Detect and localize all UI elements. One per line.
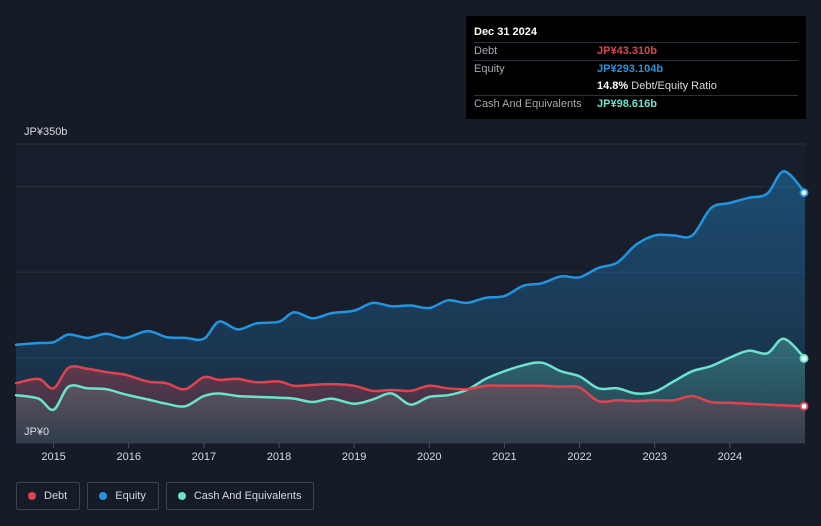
tooltip-date: Dec 31 2024: [474, 26, 537, 38]
tooltip-cash-label: Cash And Equivalents: [474, 98, 582, 110]
tooltip-ratio-label: Debt/Equity Ratio: [631, 80, 717, 92]
legend-debt[interactable]: Debt: [16, 482, 81, 510]
equity-area: [16, 171, 805, 443]
tooltip-debt-value: JP¥43.310b: [597, 45, 657, 57]
cash-dot-icon: [177, 492, 186, 500]
axis-labels: JP¥350b JP¥0 2015 2016 2017 2018 2019 2020 2021 2…: [24, 126, 742, 463]
legend-equity-label: Equity: [115, 490, 146, 502]
legend-debt-label: Debt: [44, 490, 68, 502]
legend-cash-label: Cash And Equivalents: [193, 490, 302, 502]
debt-end-marker: [799, 401, 809, 411]
tooltip-ratio-value: 14.8%: [597, 80, 629, 92]
legend-cash[interactable]: Cash And Equivalents: [165, 482, 315, 510]
x-tick-label: 2023: [642, 451, 666, 463]
tooltip-ratio-row: 14.8% Debt/Equity Ratio: [474, 78, 798, 95]
end-markers: [799, 188, 809, 411]
hover-tooltip: Dec 31 2024 Debt JP¥43.310b Equity JP¥29…: [466, 16, 806, 119]
x-tick-label: 2015: [41, 451, 65, 463]
x-tick-label: 2021: [492, 451, 516, 463]
cash-line: [14, 337, 807, 412]
equity-end-marker: [799, 188, 809, 198]
y-axis-zero-label: JP¥0: [24, 426, 49, 438]
tooltip-cash-row: Cash And Equivalents JP¥98.616b: [474, 95, 798, 113]
tooltip-equity-row: Equity JP¥293.104b: [474, 60, 798, 78]
legend-equity[interactable]: Equity: [87, 482, 159, 510]
x-tick-label: 2017: [192, 451, 216, 463]
chart-legend: Debt Equity Cash And Equivalents: [16, 482, 315, 510]
tooltip-equity-label: Equity: [474, 63, 505, 75]
debt-dot-icon: [28, 492, 36, 500]
tooltip-ratio: 14.8% Debt/Equity Ratio: [597, 78, 717, 95]
series-lines: [14, 170, 807, 412]
x-tick-label: 2022: [567, 451, 591, 463]
x-tick-label: 2016: [116, 451, 140, 463]
x-tick-label: 2018: [267, 451, 291, 463]
tooltip-equity-value: JP¥293.104b: [597, 63, 664, 75]
tooltip-debt-label: Debt: [474, 45, 498, 57]
x-tick-label: 2020: [417, 451, 441, 463]
debt-line: [14, 365, 807, 408]
x-tick-label: 2019: [342, 451, 366, 463]
x-tick-label: 2024: [718, 451, 742, 463]
y-axis-top-label: JP¥350b: [24, 126, 67, 138]
tooltip-cash-value: JP¥98.616b: [597, 98, 657, 110]
tooltip-debt-row: Debt JP¥43.310b: [474, 42, 798, 60]
cash-end-marker: [799, 353, 809, 363]
equity-line: [14, 170, 807, 347]
equity-dot-icon: [99, 492, 108, 500]
